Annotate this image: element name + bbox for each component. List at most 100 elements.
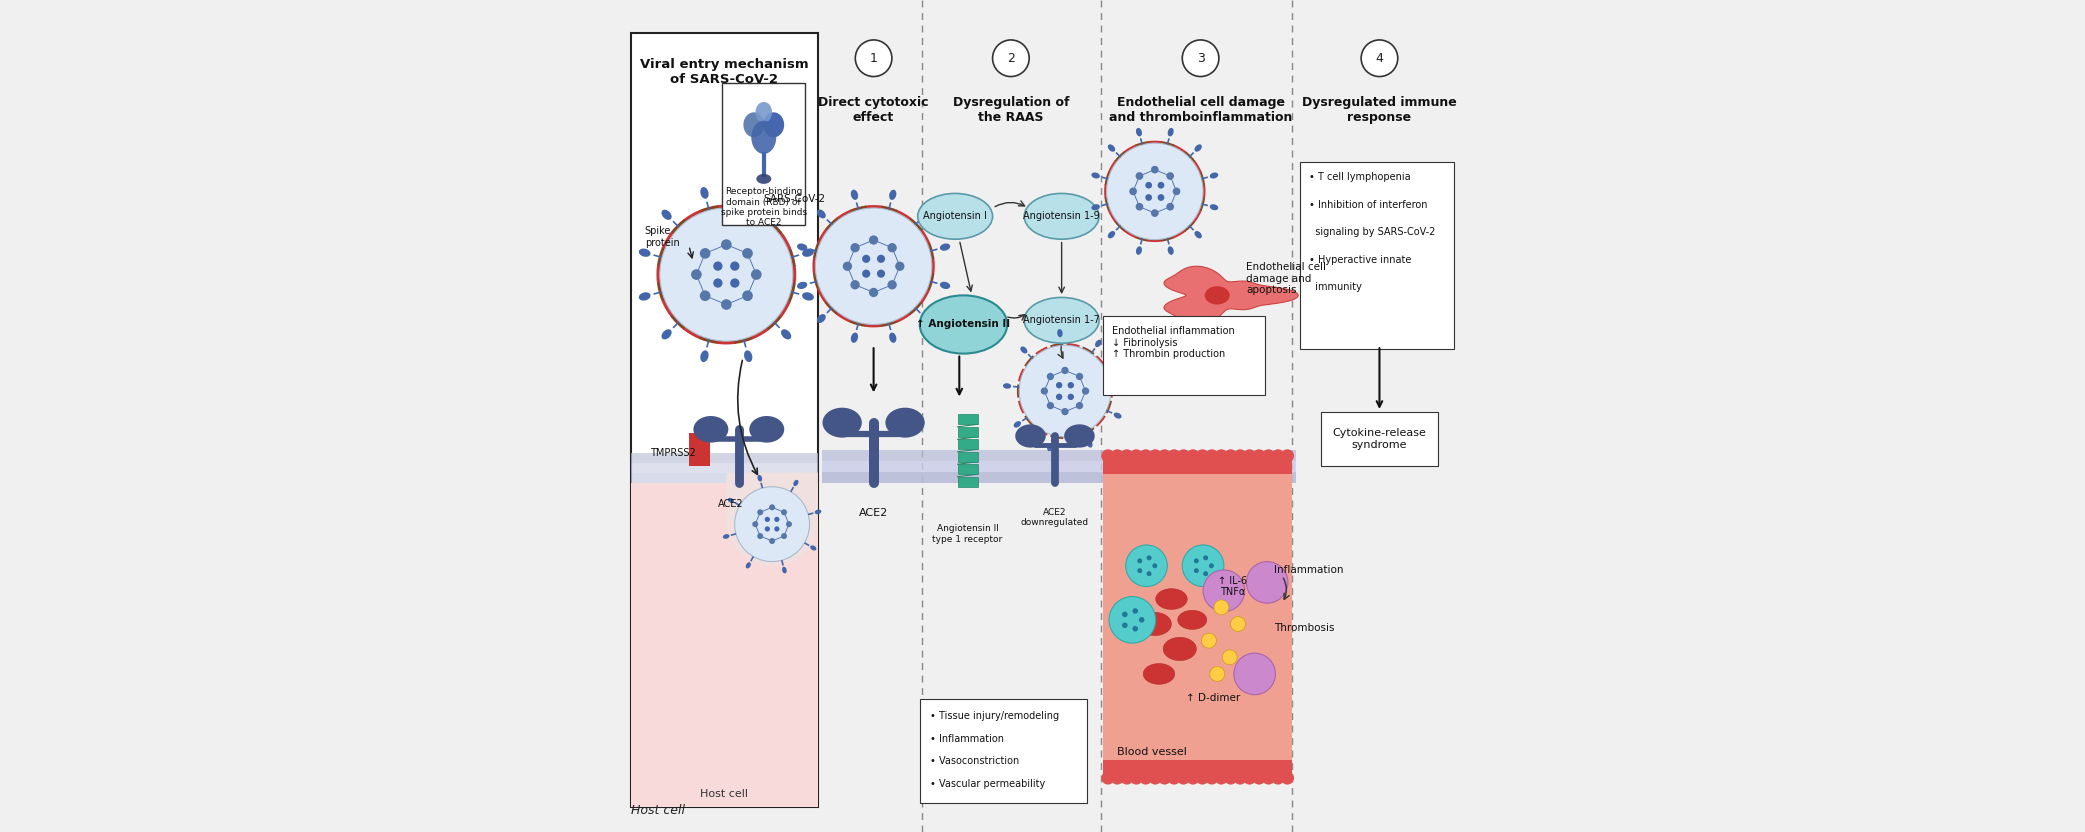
- Wedge shape: [763, 312, 782, 330]
- FancyBboxPatch shape: [1322, 412, 1439, 466]
- Text: • Tissue injury/remodeling: • Tissue injury/remodeling: [930, 711, 1059, 721]
- Ellipse shape: [1178, 611, 1207, 629]
- Circle shape: [1209, 666, 1224, 681]
- Circle shape: [888, 280, 897, 290]
- Circle shape: [1047, 402, 1055, 409]
- Ellipse shape: [1107, 231, 1115, 239]
- Circle shape: [1120, 449, 1134, 463]
- Wedge shape: [1036, 424, 1049, 436]
- Ellipse shape: [782, 567, 786, 573]
- Circle shape: [1195, 568, 1199, 573]
- Circle shape: [1201, 633, 1216, 648]
- Text: Viral entry mechanism
of SARS-CoV-2: Viral entry mechanism of SARS-CoV-2: [640, 58, 809, 87]
- Wedge shape: [740, 545, 751, 556]
- Wedge shape: [1182, 151, 1195, 165]
- Wedge shape: [792, 545, 803, 556]
- Ellipse shape: [749, 416, 784, 443]
- Wedge shape: [836, 309, 853, 323]
- Wedge shape: [1113, 151, 1128, 165]
- Circle shape: [1253, 449, 1266, 463]
- Wedge shape: [734, 504, 742, 516]
- Wedge shape: [657, 282, 669, 302]
- Text: signaling by SARS-CoV-2: signaling by SARS-CoV-2: [1309, 227, 1434, 237]
- Wedge shape: [763, 219, 782, 237]
- FancyBboxPatch shape: [1103, 316, 1266, 395]
- Circle shape: [861, 270, 869, 278]
- Text: 3: 3: [1197, 52, 1205, 65]
- Circle shape: [1272, 449, 1284, 463]
- Circle shape: [815, 208, 932, 324]
- Circle shape: [1166, 172, 1174, 180]
- Circle shape: [769, 538, 776, 544]
- Ellipse shape: [1155, 588, 1186, 609]
- Circle shape: [1234, 449, 1247, 463]
- Wedge shape: [1103, 369, 1111, 382]
- Wedge shape: [817, 286, 832, 304]
- Bar: [821, 461, 1297, 472]
- Circle shape: [1132, 626, 1138, 631]
- Circle shape: [1176, 449, 1191, 463]
- Circle shape: [1061, 408, 1070, 415]
- Text: • Hyperactive innate: • Hyperactive innate: [1309, 255, 1412, 265]
- Ellipse shape: [1107, 144, 1115, 151]
- Wedge shape: [817, 229, 832, 246]
- Text: Angiotensin 1-7: Angiotensin 1-7: [1024, 315, 1101, 325]
- Ellipse shape: [1095, 339, 1101, 347]
- Text: 2: 2: [1007, 52, 1015, 65]
- Circle shape: [1176, 771, 1191, 785]
- Ellipse shape: [940, 244, 951, 250]
- Text: ↑ Angiotensin II: ↑ Angiotensin II: [917, 319, 1011, 329]
- Circle shape: [690, 270, 703, 280]
- Wedge shape: [657, 247, 669, 267]
- Wedge shape: [1113, 218, 1128, 232]
- Circle shape: [1136, 568, 1143, 573]
- Wedge shape: [894, 210, 911, 224]
- Ellipse shape: [940, 282, 951, 289]
- Circle shape: [1168, 771, 1180, 785]
- Circle shape: [888, 243, 897, 252]
- Ellipse shape: [1090, 204, 1101, 210]
- Circle shape: [1055, 394, 1063, 400]
- Wedge shape: [734, 331, 753, 344]
- Circle shape: [1261, 771, 1276, 785]
- Circle shape: [1130, 187, 1136, 196]
- Wedge shape: [924, 242, 934, 260]
- Wedge shape: [661, 298, 678, 318]
- Polygon shape: [1163, 266, 1299, 324]
- Text: Spike
protein: Spike protein: [644, 226, 680, 248]
- Circle shape: [1111, 771, 1124, 785]
- Circle shape: [1195, 449, 1209, 463]
- Ellipse shape: [1003, 384, 1011, 389]
- Circle shape: [878, 270, 886, 278]
- Wedge shape: [1159, 233, 1174, 241]
- Circle shape: [786, 521, 792, 527]
- Wedge shape: [780, 554, 792, 562]
- Ellipse shape: [744, 187, 753, 199]
- Text: • Vascular permeability: • Vascular permeability: [930, 779, 1045, 789]
- Circle shape: [1122, 622, 1128, 628]
- Circle shape: [1153, 563, 1157, 568]
- Ellipse shape: [638, 292, 651, 300]
- Wedge shape: [684, 210, 703, 225]
- FancyBboxPatch shape: [630, 33, 817, 807]
- Bar: [630, 463, 817, 473]
- Bar: [957, 427, 978, 437]
- Circle shape: [992, 40, 1030, 77]
- Circle shape: [1109, 597, 1155, 643]
- Text: Angiotensin 1-9: Angiotensin 1-9: [1024, 211, 1101, 221]
- Circle shape: [1203, 572, 1207, 577]
- Text: Cytokine-release
syndrome: Cytokine-release syndrome: [1332, 428, 1426, 450]
- Circle shape: [1205, 771, 1218, 785]
- Circle shape: [861, 255, 869, 263]
- Wedge shape: [1065, 432, 1080, 439]
- Circle shape: [1280, 449, 1295, 463]
- Wedge shape: [928, 258, 934, 275]
- Wedge shape: [717, 205, 736, 213]
- Circle shape: [1203, 555, 1207, 560]
- Circle shape: [1195, 558, 1199, 563]
- Circle shape: [1157, 449, 1172, 463]
- Circle shape: [1182, 545, 1224, 587]
- Ellipse shape: [723, 534, 730, 539]
- Wedge shape: [1107, 208, 1120, 222]
- Circle shape: [1203, 570, 1245, 612]
